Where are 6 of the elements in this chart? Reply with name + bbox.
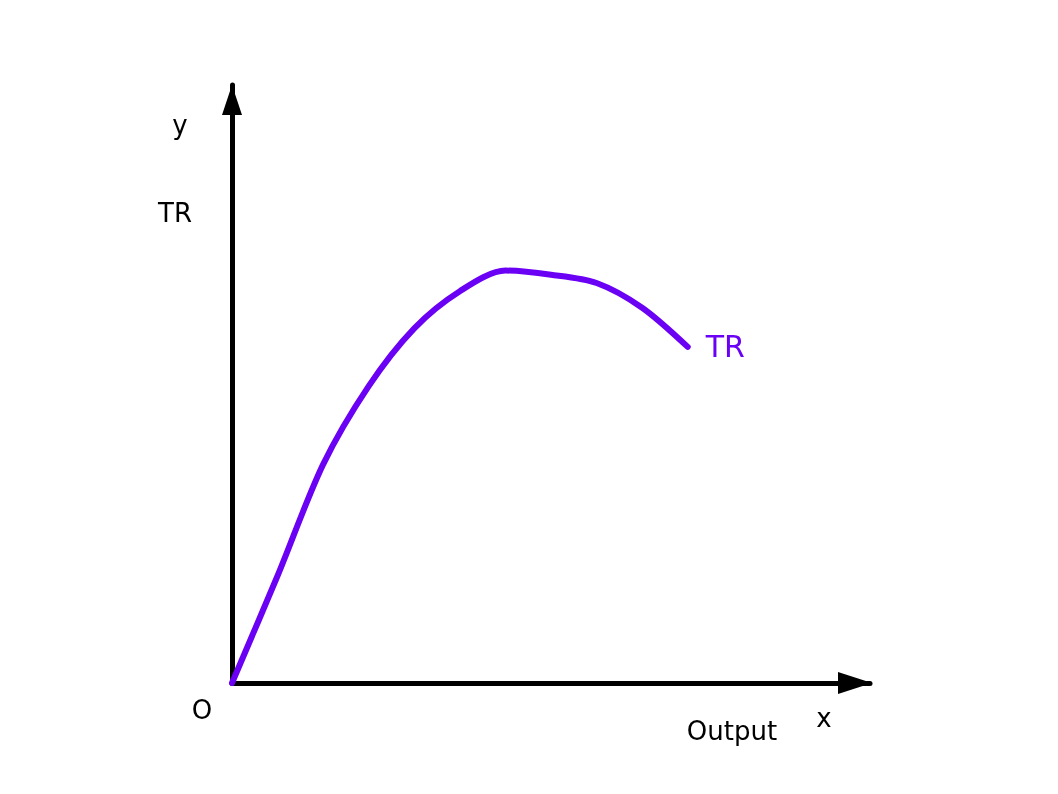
text: Output xyxy=(686,716,778,746)
text: x xyxy=(816,703,832,733)
text: O xyxy=(191,695,213,725)
text: TR xyxy=(157,198,192,228)
text: y xyxy=(172,110,188,140)
series-label: TR xyxy=(704,329,745,365)
